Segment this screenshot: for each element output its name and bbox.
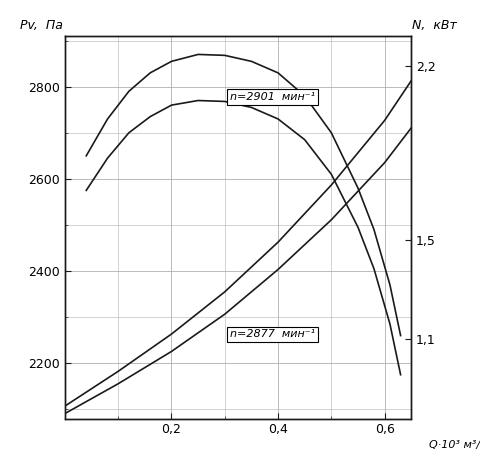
Text: Pv,  Па: Pv, Па bbox=[20, 19, 63, 32]
Text: Q·10³ м³/ч: Q·10³ м³/ч bbox=[428, 440, 480, 450]
Text: N,  кВт: N, кВт bbox=[411, 19, 456, 32]
Text: n=2901  мин⁻¹: n=2901 мин⁻¹ bbox=[230, 92, 314, 102]
Text: n=2877  мин⁻¹: n=2877 мин⁻¹ bbox=[230, 329, 314, 339]
